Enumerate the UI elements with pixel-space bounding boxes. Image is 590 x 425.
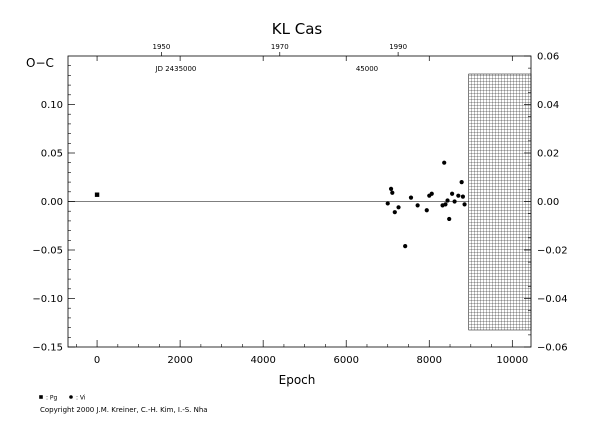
year-tick-label: 1950 (153, 43, 171, 51)
y-tick-label: 0.10 (41, 100, 63, 111)
y-tick-label: −0.10 (32, 294, 63, 305)
data-point-circle (456, 193, 461, 198)
y2-tick-label: −0.04 (537, 294, 568, 305)
y-axis-label: O−C (26, 56, 54, 70)
data-point-circle (392, 210, 397, 215)
x-tick-label: 0 (94, 355, 100, 366)
x-tick-label: 10000 (496, 355, 528, 366)
data-point-circle (443, 202, 448, 207)
data-point-circle (424, 208, 429, 213)
y2-tick-label: −0.06 (537, 343, 568, 354)
data-point-circle (459, 180, 464, 185)
hatched-region (468, 73, 532, 331)
x-tick-label: 4000 (250, 355, 275, 366)
chart-title: KL Cas (272, 20, 323, 38)
y2-tick-label: 0.02 (537, 149, 559, 160)
legend-label: : Pg (46, 395, 58, 402)
legend-label: : Vi (76, 395, 86, 402)
x-tick-label: 8000 (417, 355, 442, 366)
data-point-circle (460, 194, 465, 199)
data-point-circle (429, 191, 434, 196)
copyright-text: Copyright 2000 J.M. Kreiner, C.-H. Kim, … (40, 406, 208, 414)
data-point-square (94, 192, 100, 197)
top-date-axis: 1950 1970 1990 JD 2435000 45000 (153, 43, 408, 73)
y2-tick-label: 0.04 (537, 100, 559, 111)
data-point-circle (415, 203, 420, 208)
data-point-circle (445, 198, 450, 203)
legend: : Pg : Vi (39, 395, 86, 402)
data-points (94, 160, 467, 249)
x-tick-label: 6000 (333, 355, 358, 366)
year-tick-label: 1970 (271, 43, 289, 51)
x-tick-label: 2000 (167, 355, 192, 366)
data-point-circle (452, 199, 457, 204)
x-axis-label: Epoch (279, 373, 316, 387)
legend-marker-square (39, 395, 43, 399)
year-tick-label: 1990 (389, 43, 407, 51)
jd-label: JD 2435000 (155, 65, 197, 73)
y-tick-label: −0.15 (32, 343, 63, 354)
data-point-circle (408, 195, 414, 200)
jd-label: 45000 (356, 65, 378, 73)
y-tick-label: −0.05 (32, 246, 63, 257)
data-point-circle (442, 160, 447, 165)
data-point-circle (447, 216, 452, 222)
axis-ticks (68, 55, 531, 348)
data-point-circle (450, 191, 455, 196)
data-point-circle (462, 202, 467, 207)
data-point-circle (396, 205, 401, 210)
data-point-circle (388, 186, 394, 191)
data-point-circle (385, 201, 390, 206)
y2-tick-label: −0.02 (537, 246, 568, 257)
y2-tick-label: 0.06 (537, 52, 559, 63)
tick-labels: 0 2000 4000 6000 8000 10000 0.10 0.05 0.00 −0.05 −… (32, 52, 567, 367)
y-tick-label: 0.00 (41, 197, 63, 208)
y-tick-label: 0.05 (41, 149, 63, 160)
legend-marker-circle (69, 395, 73, 399)
data-point-circle (403, 244, 408, 249)
future-epoch-hatched-region (468, 73, 532, 331)
y2-tick-label: 0.00 (537, 197, 559, 208)
data-point-circle (390, 190, 395, 195)
